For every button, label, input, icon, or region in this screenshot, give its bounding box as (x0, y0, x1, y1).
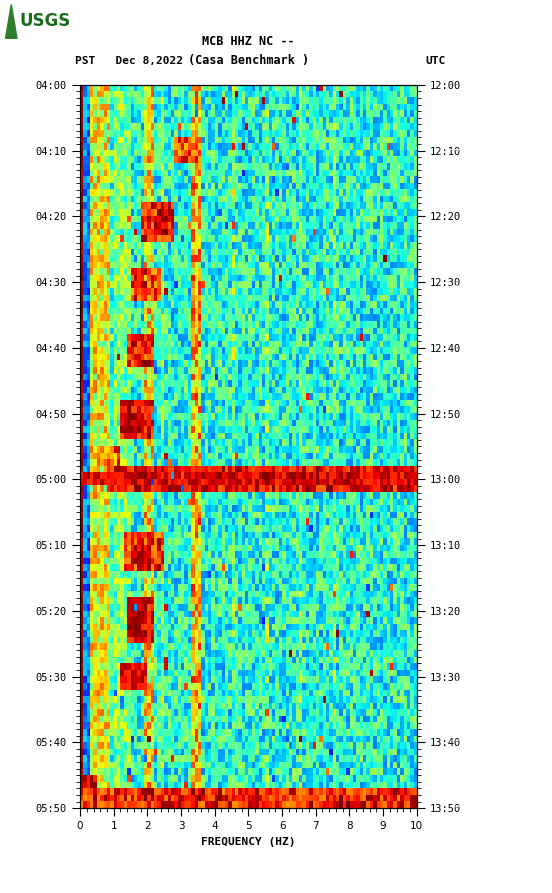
X-axis label: FREQUENCY (HZ): FREQUENCY (HZ) (201, 837, 296, 847)
Polygon shape (6, 4, 17, 38)
Text: MCB HHZ NC --: MCB HHZ NC -- (202, 36, 295, 48)
Text: PST   Dec 8,2022: PST Dec 8,2022 (75, 55, 183, 66)
Text: USGS: USGS (20, 13, 71, 30)
Text: (Casa Benchmark ): (Casa Benchmark ) (188, 54, 309, 67)
Text: UTC: UTC (425, 55, 445, 66)
